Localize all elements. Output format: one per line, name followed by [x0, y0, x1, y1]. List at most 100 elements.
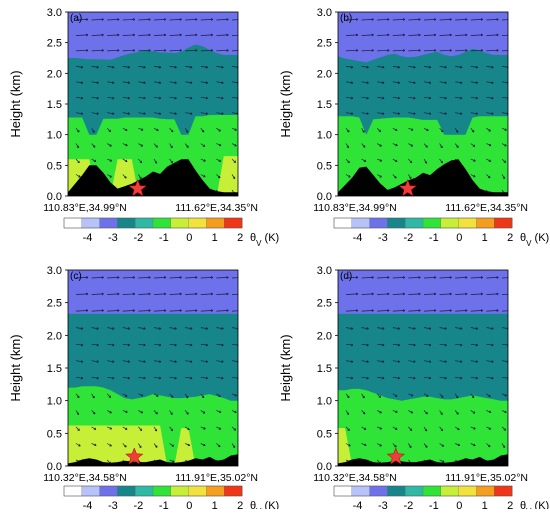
wind-arrow	[423, 277, 437, 279]
wind-arrowhead	[366, 65, 369, 69]
wind-arrowhead	[179, 276, 182, 279]
wind-arrowhead	[187, 443, 191, 447]
wind-arrowhead	[127, 360, 130, 363]
wind-arrowhead	[491, 96, 494, 100]
wind-arrow	[470, 158, 476, 162]
wind-arrow	[138, 143, 143, 147]
wind-arrowhead	[174, 65, 177, 69]
wind-arrow	[423, 293, 437, 295]
wind-arrow	[377, 426, 382, 430]
wind-arrow	[185, 293, 198, 295]
panel-a: 3.0 2.5 2.0 1.5 1.0 0.5 0.0 Height (km) (a) 110.8…	[8, 7, 279, 248]
terrain	[68, 159, 238, 196]
wind-arrowhead	[92, 395, 95, 399]
wind-arrow	[455, 343, 463, 346]
wind-arrowhead	[77, 130, 80, 133]
wind-arrowhead	[428, 376, 432, 380]
wind-arrow	[122, 49, 135, 52]
wind-arrowhead	[195, 276, 198, 279]
wind-arrowhead	[410, 128, 414, 131]
colorbar-swatch	[387, 217, 406, 229]
wind-arrowhead	[101, 309, 104, 312]
wind-arrowhead	[132, 33, 135, 37]
wind-arrowhead	[203, 174, 206, 178]
wind-arrowhead	[164, 276, 167, 279]
wind-arrowhead	[382, 112, 385, 115]
colorbar-frame	[333, 485, 513, 497]
wind-arrow	[501, 34, 508, 36]
wind-arrow	[455, 327, 463, 330]
wind-arrow	[153, 81, 161, 84]
wind-arrowhead	[488, 427, 492, 430]
wind-arrow	[423, 360, 431, 363]
wind-arrowhead	[190, 343, 193, 347]
wind-arrowhead	[488, 394, 491, 398]
wind-arrow	[439, 34, 452, 36]
wind-arrowhead	[158, 343, 162, 347]
wind-arrowhead	[93, 159, 97, 162]
wind-arrowhead	[185, 395, 189, 399]
wind-arrowhead	[195, 309, 198, 312]
wind-arrowhead	[488, 175, 491, 179]
wind-arrow	[75, 443, 81, 447]
wind-arrow	[122, 393, 128, 397]
wind-arrowhead	[210, 292, 213, 296]
wind-arrow	[106, 393, 111, 398]
wind-arrowhead	[109, 427, 113, 430]
wind-arrow	[408, 158, 413, 164]
wind-arrowhead	[132, 292, 135, 296]
wind-arrow	[122, 19, 135, 21]
wind-arrow	[408, 34, 421, 36]
wind-arrowhead	[428, 327, 432, 330]
colorbar-tick-label: 1	[212, 232, 218, 244]
wind-arrowhead	[418, 309, 421, 312]
wind-arrow	[122, 310, 135, 312]
wind-arrow	[231, 293, 238, 295]
wind-arrow	[470, 426, 476, 430]
wind-arrow	[216, 81, 224, 84]
wind-arrow	[138, 277, 151, 279]
y-tick-label: 0.5	[47, 160, 62, 172]
wind-arrow	[185, 343, 193, 346]
wind-arrowhead	[348, 175, 351, 178]
wind-arrowhead	[440, 395, 444, 398]
wind-arrow	[392, 96, 400, 99]
wind-arrowhead	[512, 293, 514, 295]
wind-arrowhead	[80, 96, 84, 100]
wind-arrow	[392, 410, 398, 413]
wind-arrowhead	[172, 460, 175, 463]
wind-arrowhead	[190, 360, 193, 363]
wind-arrowhead	[140, 144, 144, 147]
wind-arrowhead	[242, 293, 244, 295]
panel-c: 3.0 2.5 2.0 1.5 1.0 0.5 0.0 Height (km) (c) 110.3…	[8, 265, 279, 514]
x-end-label: 111.62°E,34.35°N	[175, 202, 258, 214]
wind-arrow	[423, 112, 431, 115]
wind-arrowhead	[186, 412, 189, 415]
wind-arrow	[91, 19, 104, 21]
wind-arrowhead	[434, 18, 437, 21]
wind-arrowhead	[143, 65, 146, 69]
wind-arrow	[345, 327, 353, 330]
wind-arrow	[470, 112, 478, 115]
wind-arrow	[153, 66, 161, 68]
wind-arrow	[91, 327, 99, 330]
wind-arrowhead	[473, 427, 476, 430]
wind-arrowhead	[491, 65, 494, 69]
wind-arrow	[377, 310, 390, 312]
wind-arrow	[138, 66, 146, 68]
x-start-label: 110.83°E,34.99°N	[313, 202, 397, 214]
wind-arrowhead	[101, 276, 104, 279]
wind-arrow	[153, 376, 161, 379]
wind-arrow	[107, 174, 112, 178]
wind-arrowhead	[475, 81, 478, 85]
wind-arrowhead	[475, 376, 478, 380]
wind-arrow	[231, 158, 236, 163]
wind-arrowhead	[221, 327, 224, 330]
wind-arrow	[91, 410, 96, 415]
wind-arrowhead	[362, 130, 365, 133]
wind-arrowhead	[143, 112, 146, 115]
wind-arrow	[169, 327, 177, 330]
wind-arrow	[423, 426, 427, 432]
wind-arrowhead	[80, 112, 84, 115]
wind-arrow	[75, 158, 80, 164]
